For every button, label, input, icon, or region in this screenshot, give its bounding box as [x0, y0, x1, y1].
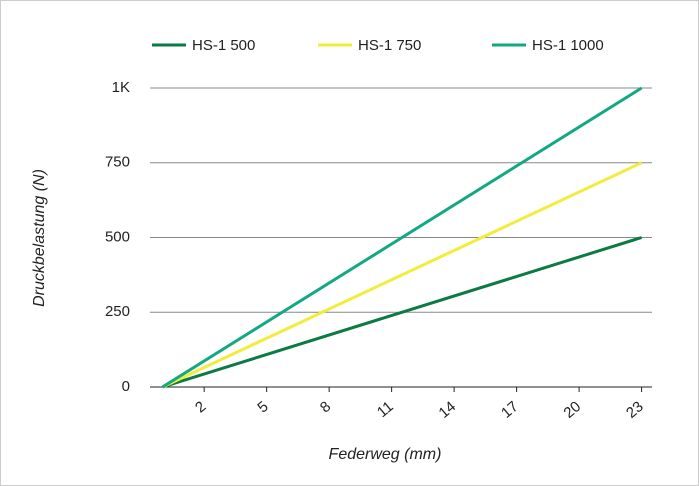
series-line — [162, 236, 643, 389]
legend-label: HS-1 750 — [358, 37, 421, 54]
series-line — [161, 161, 643, 389]
y-tick-label: 1K — [112, 79, 130, 96]
x-axis-title: Federweg (mm) — [329, 446, 442, 463]
series-line — [161, 86, 643, 389]
y-tick-label: 0 — [122, 378, 130, 395]
y-tick-label: 750 — [105, 154, 130, 171]
y-tick-label: 250 — [105, 303, 130, 320]
y-tick-label: 500 — [105, 228, 130, 245]
x-tick-label: 20 — [561, 398, 585, 422]
y-axis-title: Druckbelastung (N) — [31, 169, 48, 307]
legend-label: HS-1 500 — [192, 37, 255, 54]
legend-label: HS-1 1000 — [532, 37, 604, 54]
